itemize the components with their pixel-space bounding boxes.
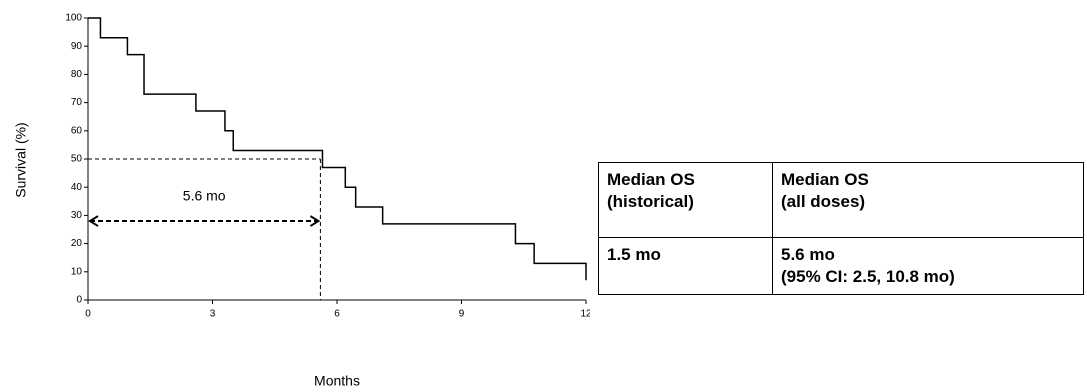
y-tick-label: 70	[71, 97, 83, 108]
x-tick-label: 0	[85, 309, 91, 320]
x-tick-label: 6	[334, 309, 340, 320]
table-cell: Median OS (all doses)	[772, 162, 1084, 238]
annotation-label: 5.6 mo	[183, 188, 226, 204]
summary-table: Median OS (historical) Median OS (all dos…	[598, 162, 1084, 295]
y-tick-label: 60	[71, 125, 83, 136]
table-cell: Median OS (historical)	[598, 162, 773, 238]
y-tick-label: 0	[76, 295, 82, 306]
chart: Survival (%) Months 01020304050607080901…	[13, 13, 590, 389]
y-axis-label: Survival (%)	[13, 122, 29, 197]
table-header: Median OS (historical) Median OS (all dos…	[598, 162, 1084, 238]
y-tick-label: 10	[71, 266, 83, 277]
y-tick-label: 30	[71, 210, 83, 221]
y-tick-label: 40	[71, 182, 83, 193]
y-tick-label: 20	[71, 238, 83, 249]
arrow-head	[309, 215, 321, 227]
table-cell: 5.6 mo (95% CI: 2.5, 10.8 mo)	[772, 237, 1084, 295]
y-tick-label: 80	[71, 69, 83, 80]
table-row: 1.5 mo 5.6 mo (95% CI: 2.5, 10.8 mo)	[598, 237, 1084, 295]
x-axis-label: Months	[314, 373, 360, 389]
x-tick-label: 9	[459, 309, 465, 320]
x-tick-label: 12	[580, 309, 590, 320]
table-cell: 1.5 mo	[598, 237, 773, 295]
y-tick-label: 50	[71, 154, 83, 165]
y-tick-label: 90	[71, 41, 83, 52]
x-tick-label: 3	[210, 309, 216, 320]
arrow-head	[88, 215, 99, 227]
y-tick-label: 100	[65, 13, 82, 24]
survival-curve	[88, 17, 587, 281]
